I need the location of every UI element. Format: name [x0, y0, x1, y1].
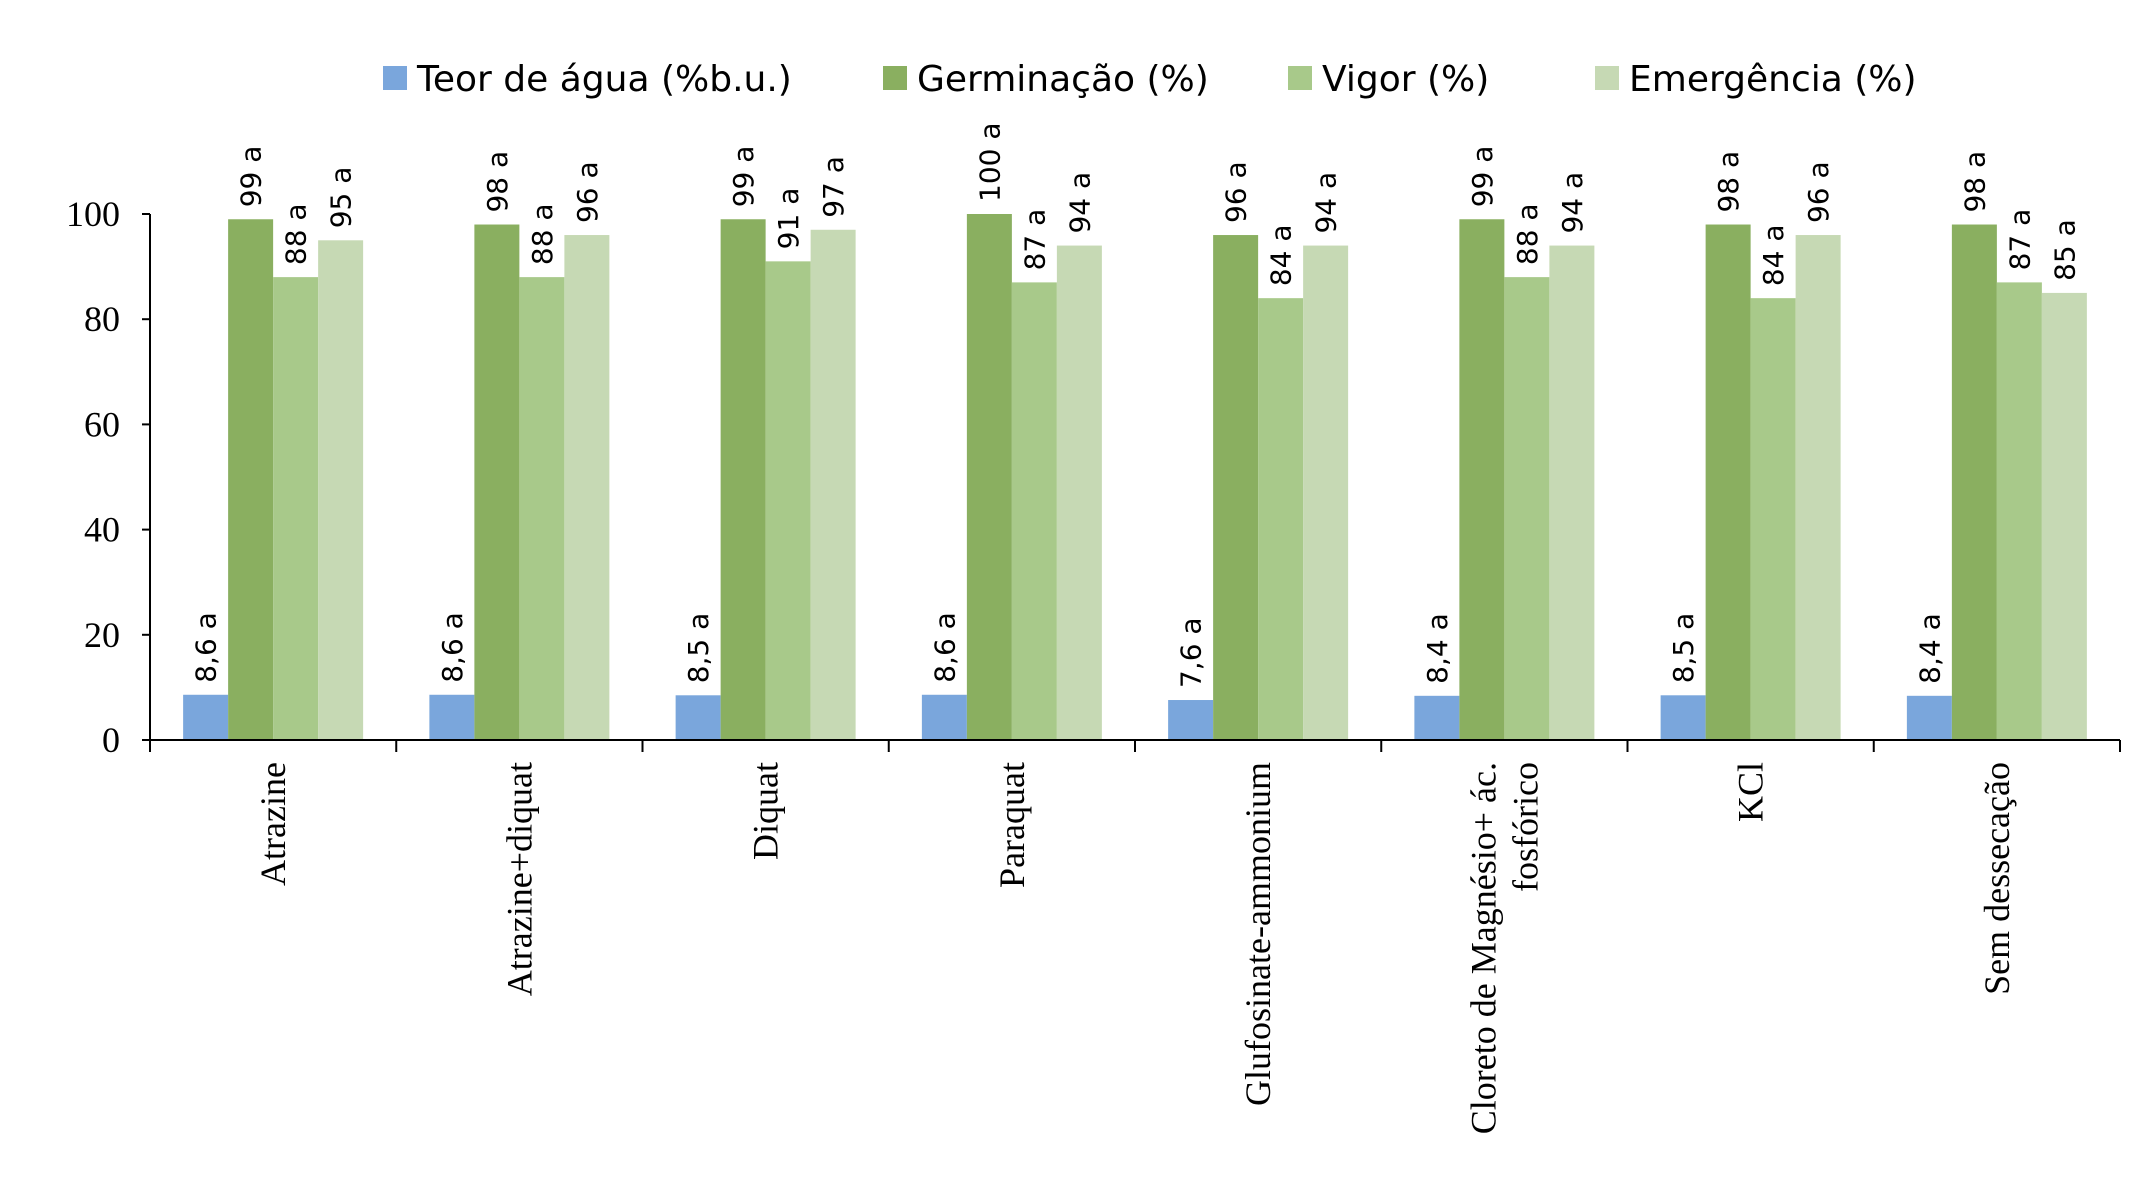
legend-swatch-4	[1595, 66, 1619, 90]
data-label-series4-cat2: 96 a	[571, 161, 604, 223]
data-label-series2-cat5: 96 a	[1220, 161, 1253, 223]
x-axis: Atrazine Atrazine+diquat Diquat Paraquat Glu…	[149, 739, 2121, 1134]
chart-legend: Teor de água (%b.u.) Germinação (%) Vigor …	[383, 59, 1917, 100]
y-axis: 0 20 40 60 80 100	[66, 194, 151, 760]
data-label-series1-cat5: 7,6 a	[1175, 617, 1208, 688]
data-label-series3-cat6: 88 a	[1511, 203, 1544, 265]
data-label-series3-cat8: 87 a	[2003, 209, 2036, 271]
data-label-series2-cat2: 98 a	[481, 151, 514, 213]
data-label-series1-cat3: 8,5 a	[682, 613, 715, 684]
x-category-label-8: Sem dessecação	[1977, 762, 2017, 995]
data-label-series4-cat1: 95 a	[325, 167, 358, 229]
data-label-series2-cat6: 99 a	[1466, 146, 1499, 208]
bar-series1-cat2	[429, 694, 475, 740]
bar-series2-cat4	[966, 214, 1012, 740]
bar-series1-cat5	[1168, 700, 1214, 740]
x-category-label-6: Cloreto de Magnésio+ ác.	[1463, 762, 1503, 1134]
data-label-series3-cat1: 88 a	[280, 203, 313, 265]
legend-label-2: Germinação (%)	[917, 59, 1209, 100]
legend-swatch-1	[383, 66, 407, 90]
bar-series4-cat1	[318, 240, 364, 741]
legend-swatch-2	[883, 66, 907, 90]
bars	[183, 214, 2087, 741]
bar-series2-cat8	[1951, 224, 1997, 740]
bar-series4-cat3	[810, 229, 856, 740]
x-category-label-6: fosfórico	[1505, 762, 1545, 892]
y-tick-label: 0	[102, 720, 120, 760]
x-category-label-2: Atrazine+diquat	[499, 762, 539, 996]
bar-series2-cat6	[1459, 219, 1505, 740]
data-label-series1-cat7: 8,5 a	[1667, 613, 1700, 684]
x-category-label-5: Glufosinate-ammonium	[1238, 762, 1278, 1106]
data-label-series1-cat6: 8,4 a	[1421, 613, 1454, 684]
data-label-series4-cat7: 96 a	[1802, 161, 1835, 223]
bar-series3-cat4	[1011, 282, 1057, 740]
bar-series2-cat7	[1705, 224, 1751, 740]
x-category-label-4: Paraquat	[992, 762, 1032, 888]
x-category-label-3: Diquat	[746, 762, 786, 860]
data-label-series3-cat5: 84 a	[1265, 224, 1298, 286]
data-label-series2-cat4: 100 a	[973, 122, 1006, 202]
legend-label-4: Emergência (%)	[1629, 59, 1917, 100]
bar-series3-cat3	[765, 261, 811, 740]
y-tick-label: 60	[84, 404, 120, 444]
data-label-series2-cat1: 99 a	[235, 146, 268, 208]
data-label-series1-cat8: 8,4 a	[1913, 613, 1946, 684]
bar-series1-cat7	[1660, 695, 1706, 740]
bar-series1-cat3	[675, 695, 721, 740]
bar-series3-cat5	[1258, 298, 1304, 740]
bar-series4-cat6	[1549, 245, 1595, 740]
bar-series2-cat1	[228, 219, 274, 740]
y-tick-label: 100	[66, 194, 120, 234]
data-label-series1-cat2: 8,6 a	[436, 612, 469, 683]
legend-label-1: Teor de água (%b.u.)	[416, 59, 792, 100]
bar-series3-cat8	[1996, 282, 2042, 740]
legend-label-3: Vigor (%)	[1322, 59, 1489, 100]
bar-series2-cat5	[1213, 235, 1259, 741]
bar-series1-cat6	[1414, 695, 1460, 740]
data-label-series2-cat3: 99 a	[727, 146, 760, 208]
data-label-series4-cat5: 94 a	[1310, 172, 1343, 234]
data-label-series3-cat3: 91 a	[772, 188, 805, 250]
bar-series1-cat4	[921, 694, 967, 740]
y-tick-label: 80	[84, 299, 120, 339]
bar-series2-cat3	[720, 219, 766, 740]
data-label-series3-cat7: 84 a	[1757, 224, 1790, 286]
data-label-series3-cat2: 88 a	[526, 203, 559, 265]
bar-series1-cat8	[1906, 695, 1952, 740]
bar-series2-cat2	[474, 224, 520, 740]
data-label-series2-cat7: 98 a	[1712, 151, 1745, 213]
data-label-series3-cat4: 87 a	[1018, 209, 1051, 271]
data-label-series2-cat8: 98 a	[1958, 151, 1991, 213]
y-tick-label: 20	[84, 615, 120, 655]
bar-series3-cat6	[1504, 277, 1550, 740]
data-label-series4-cat3: 97 a	[817, 156, 850, 218]
bar-series4-cat2	[564, 235, 610, 741]
x-category-label-1: Atrazine	[253, 762, 293, 886]
bar-series3-cat1	[273, 277, 319, 740]
data-labels: 8,6 a 99 a 88 a 95 a 8,6 a 98 a 88 a 96 a 8,5 a 9…	[190, 122, 2082, 688]
bar-series4-cat8	[2041, 292, 2087, 740]
bar-series4-cat5	[1303, 245, 1349, 740]
x-category-label-7: KCl	[1731, 762, 1771, 822]
data-label-series1-cat1: 8,6 a	[190, 612, 223, 683]
legend-swatch-3	[1288, 66, 1312, 90]
data-label-series1-cat4: 8,6 a	[928, 612, 961, 683]
data-label-series4-cat6: 94 a	[1556, 172, 1589, 234]
y-tick-label: 40	[84, 510, 120, 550]
bar-series4-cat4	[1056, 245, 1102, 740]
bar-series1-cat1	[183, 694, 229, 740]
bar-series4-cat7	[1795, 235, 1841, 741]
data-label-series4-cat8: 85 a	[2048, 219, 2081, 281]
data-label-series4-cat4: 94 a	[1063, 172, 1096, 234]
bar-series3-cat2	[519, 277, 565, 740]
bar-series3-cat7	[1750, 298, 1796, 740]
